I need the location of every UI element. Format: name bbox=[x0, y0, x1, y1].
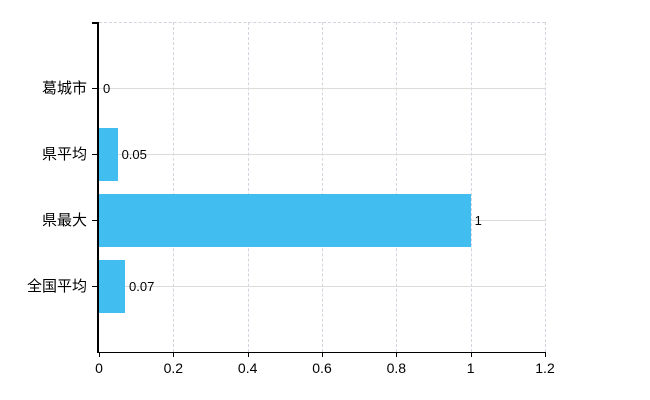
x-tick-label: 0.4 bbox=[237, 360, 258, 376]
x-axis-tick bbox=[173, 352, 175, 357]
x-axis-line bbox=[97, 352, 545, 353]
y-axis-tick bbox=[92, 220, 99, 221]
bar bbox=[99, 127, 118, 181]
x-axis-tick bbox=[545, 352, 546, 357]
x-tick-label: 0.6 bbox=[312, 360, 332, 376]
x-tick-label: 1.2 bbox=[535, 360, 555, 376]
bar bbox=[99, 259, 126, 313]
x-axis-tick bbox=[99, 352, 100, 357]
vertical-gridline bbox=[545, 22, 546, 352]
x-tick-label: 0.2 bbox=[163, 360, 184, 376]
x-axis-tick bbox=[322, 352, 323, 357]
bar bbox=[99, 193, 471, 247]
horizontal-gridline bbox=[99, 286, 545, 287]
y-axis-cap-tick bbox=[92, 22, 99, 24]
category-label: 葛城市 bbox=[41, 79, 87, 97]
category-label: 全国平均 bbox=[26, 277, 87, 295]
x-axis-tick bbox=[396, 352, 398, 357]
y-axis-tick bbox=[92, 154, 99, 155]
x-axis-tick bbox=[247, 352, 249, 357]
vertical-gridline bbox=[247, 22, 249, 352]
x-axis-tick bbox=[470, 352, 472, 357]
vertical-gridline bbox=[322, 22, 323, 352]
x-tick-label: 1 bbox=[466, 360, 475, 376]
bar-value-label: 1 bbox=[474, 212, 482, 228]
bar-value-label: 0.05 bbox=[121, 146, 147, 162]
bar-value-label: 0 bbox=[103, 80, 111, 96]
horizontal-gridline bbox=[99, 88, 545, 89]
category-label: 県平均 bbox=[41, 145, 87, 163]
horizontal-gridline bbox=[99, 154, 545, 155]
x-tick-label: 0.8 bbox=[386, 360, 407, 376]
x-tick-label: 0 bbox=[95, 360, 103, 376]
category-label: 県最大 bbox=[41, 211, 87, 229]
y-axis-line bbox=[97, 22, 99, 352]
y-axis-tick bbox=[92, 88, 99, 89]
vertical-gridline bbox=[173, 22, 175, 352]
vertical-gridline bbox=[470, 22, 472, 352]
y-axis-tick bbox=[92, 286, 99, 287]
vertical-gridline bbox=[396, 22, 398, 352]
bar-value-label: 0.07 bbox=[129, 278, 155, 294]
plot-area: 0 0.05 1 0.07 0 0.2 0.4 0.6 0.8 1 1.2 葛城市県平均県最大全国平… bbox=[27, 22, 555, 375]
